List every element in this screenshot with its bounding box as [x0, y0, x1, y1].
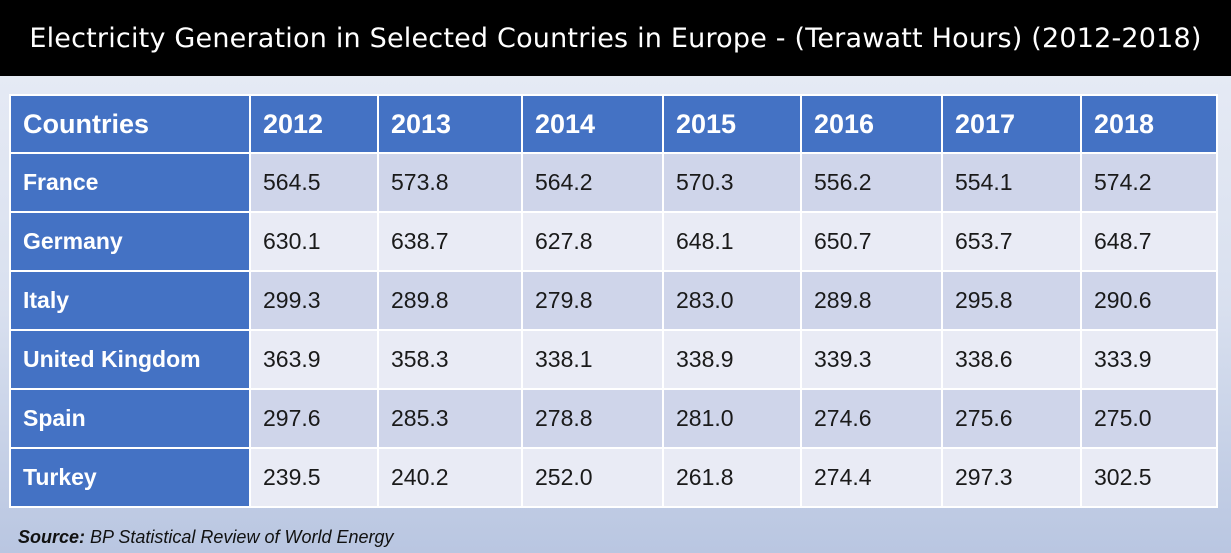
row-header-country: Spain [9, 388, 251, 449]
source-label: Source: [18, 527, 86, 547]
column-header: 2013 [377, 94, 523, 154]
data-table: Countries 2012 2013 2014 2015 2016 2017 … [9, 94, 1218, 508]
source-note: Source: BP Statistical Review of World E… [18, 527, 394, 548]
table-cell: 240.2 [377, 447, 523, 508]
table-cell: 275.0 [1080, 388, 1218, 449]
table-cell: 648.1 [662, 211, 802, 272]
table-cell: 299.3 [249, 270, 379, 331]
table-cell: 627.8 [521, 211, 664, 272]
table-cell: 281.0 [662, 388, 802, 449]
column-header: 2017 [941, 94, 1082, 154]
row-header-country: Italy [9, 270, 251, 331]
table-cell: 574.2 [1080, 152, 1218, 213]
column-header: 2015 [662, 94, 802, 154]
table-cell: 650.7 [800, 211, 943, 272]
table-row: Germany 630.1 638.7 627.8 648.1 650.7 653.7 648… [9, 211, 1218, 272]
table-cell: 564.5 [249, 152, 379, 213]
table-cell: 239.5 [249, 447, 379, 508]
column-header: 2016 [800, 94, 943, 154]
table-cell: 570.3 [662, 152, 802, 213]
row-header-country: Germany [9, 211, 251, 272]
table-cell: 338.1 [521, 329, 664, 390]
table-cell: 290.6 [1080, 270, 1218, 331]
table-cell: 278.8 [521, 388, 664, 449]
row-header-country: France [9, 152, 251, 213]
source-text: BP Statistical Review of World Energy [90, 527, 394, 547]
table-cell: 339.3 [800, 329, 943, 390]
table-cell: 274.6 [800, 388, 943, 449]
table-cell: 279.8 [521, 270, 664, 331]
table-cell: 338.6 [941, 329, 1082, 390]
column-header: 2014 [521, 94, 664, 154]
table-cell: 252.0 [521, 447, 664, 508]
table-cell: 564.2 [521, 152, 664, 213]
table-cell: 554.1 [941, 152, 1082, 213]
table-cell: 261.8 [662, 447, 802, 508]
table-cell: 289.8 [377, 270, 523, 331]
table-cell: 295.8 [941, 270, 1082, 331]
table-row: Spain 297.6 285.3 278.8 281.0 274.6 275.6 275.0 [9, 388, 1218, 449]
table-cell: 283.0 [662, 270, 802, 331]
table-row: Italy 299.3 289.8 279.8 283.0 289.8 295.8 290.6 [9, 270, 1218, 331]
table-cell: 297.6 [249, 388, 379, 449]
table-cell: 630.1 [249, 211, 379, 272]
table-body: France 564.5 573.8 564.2 570.3 556.2 554.1 574.… [9, 152, 1218, 508]
table-cell: 363.9 [249, 329, 379, 390]
row-header-country: United Kingdom [9, 329, 251, 390]
table-cell: 333.9 [1080, 329, 1218, 390]
table-row: Turkey 239.5 240.2 252.0 261.8 274.4 297.3 302.… [9, 447, 1218, 508]
table-cell: 338.9 [662, 329, 802, 390]
column-header: Countries [9, 94, 251, 154]
table-cell: 556.2 [800, 152, 943, 213]
table-row: France 564.5 573.8 564.2 570.3 556.2 554.1 574.… [9, 152, 1218, 213]
column-header: 2018 [1080, 94, 1218, 154]
row-header-country: Turkey [9, 447, 251, 508]
column-header: 2012 [249, 94, 379, 154]
table-cell: 289.8 [800, 270, 943, 331]
data-table-container: Countries 2012 2013 2014 2015 2016 2017 … [9, 94, 1218, 508]
table-header-row: Countries 2012 2013 2014 2015 2016 2017 … [9, 94, 1218, 154]
table-cell: 274.4 [800, 447, 943, 508]
table-cell: 653.7 [941, 211, 1082, 272]
table-cell: 638.7 [377, 211, 523, 272]
table-cell: 573.8 [377, 152, 523, 213]
table-row: United Kingdom 363.9 358.3 338.1 338.9 339.3 3… [9, 329, 1218, 390]
table-cell: 648.7 [1080, 211, 1218, 272]
table-cell: 297.3 [941, 447, 1082, 508]
table-cell: 275.6 [941, 388, 1082, 449]
table-cell: 358.3 [377, 329, 523, 390]
page-title: Electricity Generation in Selected Count… [0, 0, 1231, 76]
table-cell: 285.3 [377, 388, 523, 449]
table-cell: 302.5 [1080, 447, 1218, 508]
